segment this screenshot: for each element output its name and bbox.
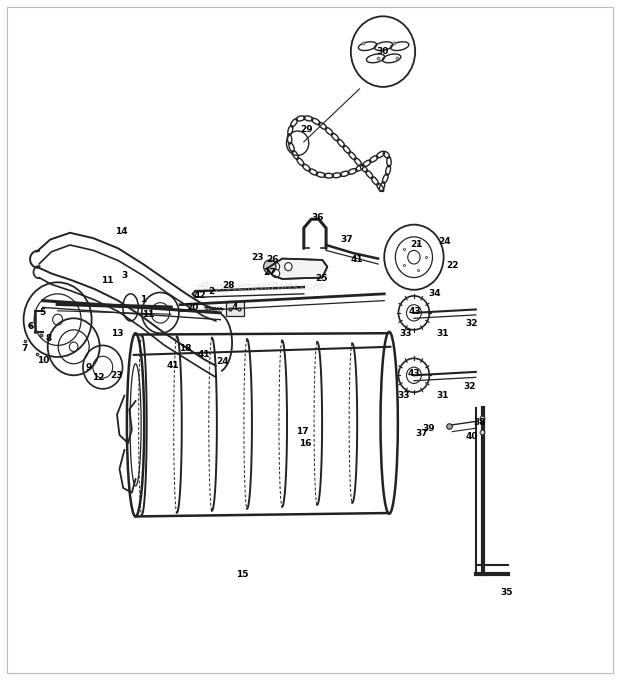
Text: 7: 7 xyxy=(21,343,27,353)
Text: 11: 11 xyxy=(101,276,113,285)
Text: 20: 20 xyxy=(186,303,198,312)
Circle shape xyxy=(272,269,280,277)
Text: 38: 38 xyxy=(474,418,486,427)
Text: 23: 23 xyxy=(111,371,123,380)
Circle shape xyxy=(264,260,276,273)
Circle shape xyxy=(272,262,280,271)
Text: 32: 32 xyxy=(463,381,476,390)
FancyBboxPatch shape xyxy=(226,301,244,316)
Text: 13: 13 xyxy=(111,328,123,338)
Text: 10: 10 xyxy=(37,356,49,365)
Text: 31: 31 xyxy=(436,328,450,338)
Text: 29: 29 xyxy=(301,125,313,134)
Text: 17: 17 xyxy=(296,427,309,436)
Text: 2: 2 xyxy=(208,287,214,296)
Text: 21: 21 xyxy=(410,241,423,250)
Text: 35: 35 xyxy=(500,588,513,597)
Text: 14: 14 xyxy=(115,227,128,236)
Text: 41: 41 xyxy=(166,361,179,371)
Text: 27: 27 xyxy=(264,268,276,277)
Text: 11: 11 xyxy=(142,310,154,320)
Text: 39: 39 xyxy=(422,424,435,432)
Text: eReplacementParts.com: eReplacementParts.com xyxy=(197,282,324,292)
Circle shape xyxy=(285,262,292,271)
Text: 24: 24 xyxy=(438,237,451,246)
Text: 4: 4 xyxy=(231,303,237,312)
Polygon shape xyxy=(267,258,327,279)
Text: 12: 12 xyxy=(92,373,105,382)
Text: 22: 22 xyxy=(446,261,459,270)
Text: 42: 42 xyxy=(193,292,206,301)
Text: 33: 33 xyxy=(400,328,412,338)
Text: 5: 5 xyxy=(40,308,46,318)
Text: 9: 9 xyxy=(86,362,92,372)
Text: 18: 18 xyxy=(179,343,192,353)
Text: 33: 33 xyxy=(398,391,410,400)
Text: 41: 41 xyxy=(350,256,363,265)
Text: 24: 24 xyxy=(216,357,228,367)
Text: 3: 3 xyxy=(122,271,128,280)
Text: 1: 1 xyxy=(140,295,146,304)
Text: 36: 36 xyxy=(311,214,324,222)
Text: 8: 8 xyxy=(46,334,52,343)
Text: 25: 25 xyxy=(315,275,327,284)
Text: 34: 34 xyxy=(428,290,441,299)
Text: 43: 43 xyxy=(409,307,422,316)
Text: 43: 43 xyxy=(407,369,420,379)
Text: 32: 32 xyxy=(466,318,478,328)
Text: 37: 37 xyxy=(415,429,428,438)
Text: 31: 31 xyxy=(436,391,450,400)
Text: 26: 26 xyxy=(267,256,279,265)
Text: 16: 16 xyxy=(299,439,311,447)
Text: 28: 28 xyxy=(222,282,234,290)
Text: 41: 41 xyxy=(197,350,210,360)
Text: 15: 15 xyxy=(236,570,248,579)
Text: 23: 23 xyxy=(251,253,264,262)
Text: 40: 40 xyxy=(466,432,478,441)
Text: 6: 6 xyxy=(27,322,33,331)
Text: 37: 37 xyxy=(341,235,353,244)
Text: 30: 30 xyxy=(377,47,389,56)
